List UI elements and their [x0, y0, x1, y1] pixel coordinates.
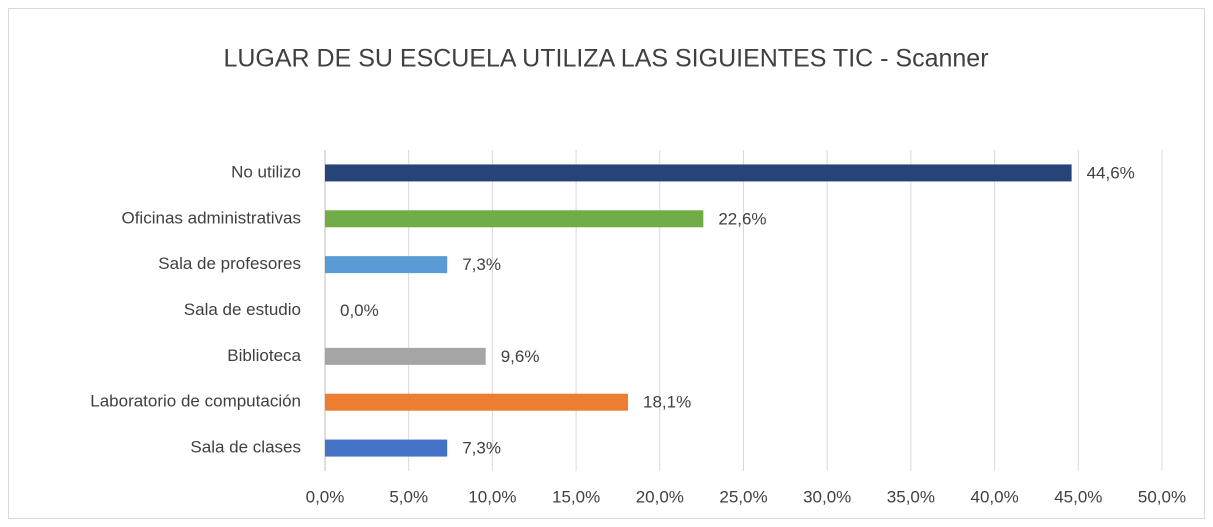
value-label: 18,1% [643, 393, 691, 412]
value-label: 44,6% [1087, 163, 1135, 182]
y-tick-label: Biblioteca [227, 346, 301, 365]
bar [325, 256, 448, 274]
value-label: 7,3% [462, 439, 501, 458]
x-tick-label: 50,0% [1138, 487, 1186, 506]
chart-title: LUGAR DE SU ESCUELA UTILIZA LAS SIGUIENT… [223, 45, 988, 73]
x-tick-label: 15,0% [552, 487, 600, 506]
x-tick-label: 0,0% [306, 487, 345, 506]
x-tick-label: 40,0% [970, 487, 1018, 506]
bar [325, 210, 704, 228]
y-tick-label: Sala de estudio [184, 300, 301, 319]
value-label: 22,6% [718, 209, 766, 228]
x-tick-label: 25,0% [719, 487, 767, 506]
y-tick-label: Oficinas administrativas [121, 208, 301, 227]
value-label: 7,3% [462, 255, 501, 274]
x-tick-label: 30,0% [803, 487, 851, 506]
value-label: 0,0% [340, 301, 379, 320]
x-tick-label: 35,0% [887, 487, 935, 506]
y-tick-label: Sala de clases [190, 438, 301, 457]
bar [325, 393, 628, 411]
bar [325, 347, 486, 365]
x-tick-label: 10,0% [468, 487, 516, 506]
y-tick-label: No utilizo [231, 162, 301, 181]
y-tick-label: Laboratorio de computación [90, 392, 301, 411]
x-tick-label: 5,0% [389, 487, 428, 506]
x-tick-label: 20,0% [636, 487, 684, 506]
chart-border [8, 8, 1205, 519]
bar [325, 439, 448, 457]
x-tick-label: 45,0% [1054, 487, 1102, 506]
y-tick-label: Sala de profesores [158, 254, 301, 273]
value-label: 9,6% [501, 347, 540, 366]
bar [325, 164, 1072, 182]
